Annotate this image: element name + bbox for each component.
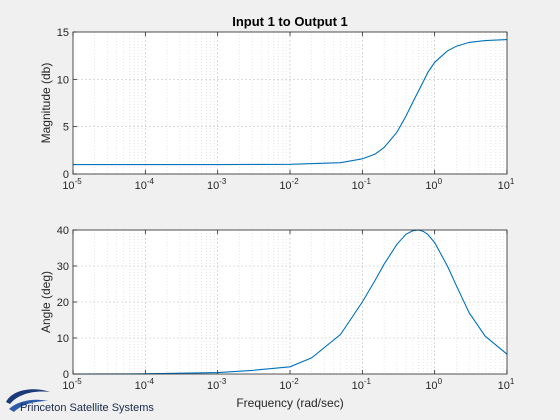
- chart-title: Input 1 to Output 1: [232, 14, 348, 29]
- y-axis-label: Angle (deg): [39, 271, 53, 333]
- y-tick-label: 30: [57, 261, 69, 273]
- series-line: [72, 229, 508, 375]
- x-tick-label: 10-1: [352, 377, 372, 392]
- company-logo: Princeton Satellite Systems: [6, 389, 154, 414]
- plot-area: [73, 32, 507, 174]
- x-tick-label: 10-4: [135, 177, 155, 192]
- x-tick-label: 101: [498, 377, 515, 392]
- x-axis-label: Frequency (rad/sec): [236, 396, 343, 410]
- magnitude-axes: 10-5 10-4 10-3 10-2 10-1 100 101 0 5 10 15 Input 1 …: [39, 14, 515, 192]
- y-tick-label: 40: [57, 225, 69, 237]
- x-tick-label: 10-4: [135, 377, 155, 392]
- y-tick-label: 0: [63, 369, 69, 381]
- y-tick-label: 5: [63, 122, 69, 134]
- logo-text: Princeton Satellite Systems: [20, 402, 154, 414]
- logo-swoosh-icon-lower: [9, 399, 48, 412]
- x-tick-label: 100: [425, 377, 442, 392]
- x-tick-label: 10-5: [62, 377, 82, 392]
- y-tick-label: 10: [57, 333, 69, 345]
- y-tick-label: 15: [57, 27, 69, 39]
- x-tick-label: 10-1: [352, 177, 372, 192]
- x-tick-label: 10-3: [207, 377, 227, 392]
- x-tick-label: 10-2: [279, 377, 299, 392]
- y-axis-label: Magnitude (db): [39, 63, 53, 144]
- x-tick-label: 10-2: [279, 177, 299, 192]
- x-tick-label: 101: [498, 177, 515, 192]
- x-tick-label: 100: [425, 177, 442, 192]
- y-tick-label: 10: [57, 74, 69, 86]
- logo-swoosh-icon: [6, 389, 50, 404]
- y-tick-label: 20: [57, 297, 69, 309]
- series-line: [73, 39, 508, 166]
- angle-axes: 10-5 10-4 10-3 10-2 10-1 100 101010203040Angle…: [39, 225, 515, 410]
- x-tick-label: 10-5: [62, 177, 82, 192]
- x-tick-label: 10-3: [207, 177, 227, 192]
- y-tick-label: 0: [63, 169, 69, 181]
